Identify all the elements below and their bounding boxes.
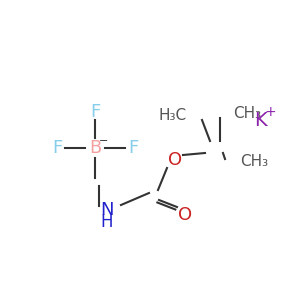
Text: N: N <box>100 201 114 219</box>
Text: H₃C: H₃C <box>159 107 187 122</box>
Text: CH₃: CH₃ <box>233 106 261 121</box>
Text: K: K <box>254 110 266 130</box>
Text: O: O <box>178 206 192 224</box>
Text: F: F <box>52 139 62 157</box>
Text: −: − <box>99 136 109 146</box>
Text: H: H <box>101 213 113 231</box>
Text: O: O <box>168 151 182 169</box>
Text: F: F <box>128 139 138 157</box>
Text: B: B <box>89 139 101 157</box>
Text: CH₃: CH₃ <box>240 154 268 169</box>
Text: +: + <box>264 105 276 119</box>
Text: F: F <box>90 103 100 121</box>
